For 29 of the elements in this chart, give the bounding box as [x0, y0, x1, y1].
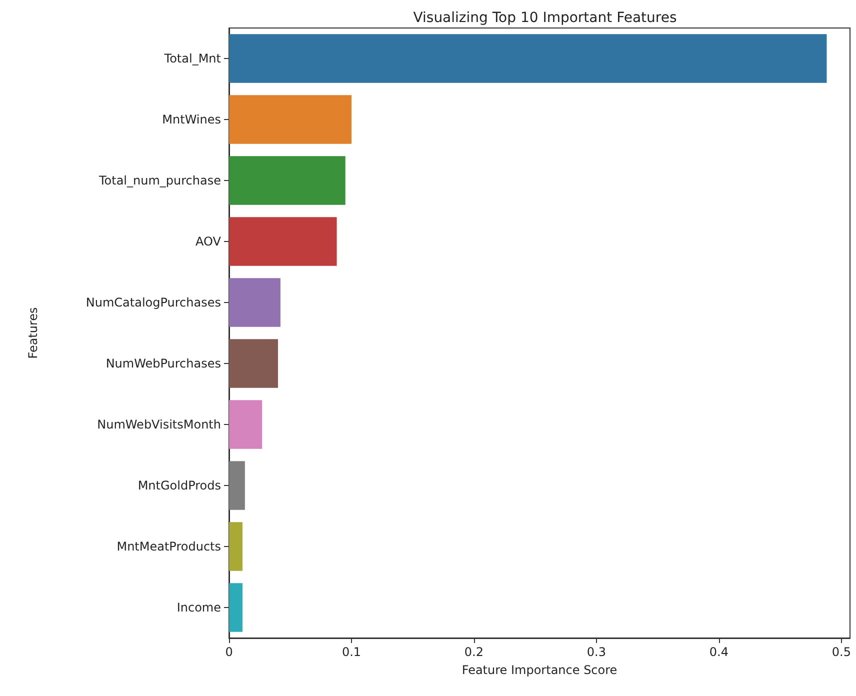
bar [229, 522, 242, 571]
x-tick-label: 0.5 [832, 645, 851, 659]
y-tick-label: MntGoldProds [138, 478, 221, 492]
x-tick-label: 0.4 [709, 645, 728, 659]
bar [229, 278, 280, 327]
x-tick-label: 0 [225, 645, 233, 659]
y-tick-label: MntMeatProducts [116, 540, 221, 554]
y-tick-label: Total_Mnt [163, 52, 222, 66]
y-tick-label: NumWebVisitsMonth [97, 418, 221, 432]
chart-title: Visualizing Top 10 Important Features [413, 10, 677, 26]
x-tick-label: 0.2 [464, 645, 484, 659]
x-tick-label: 0.3 [586, 645, 606, 659]
y-tick-label: NumWebPurchases [106, 356, 221, 370]
bar [229, 583, 242, 632]
bar [229, 95, 352, 144]
bar [229, 400, 262, 449]
bar [229, 217, 337, 266]
y-tick-label: Total_num_purchase [98, 174, 221, 188]
x-axis-title: Feature Importance Score [462, 663, 618, 677]
y-axis-title: Features [26, 307, 40, 359]
x-tick-label: 0.1 [342, 645, 362, 659]
y-tick-label: AOV [196, 234, 222, 248]
bar [229, 156, 346, 205]
y-tick-label: Income [176, 600, 221, 614]
bar [229, 34, 827, 83]
bar [229, 461, 245, 510]
y-tick-label: MntWines [162, 112, 221, 126]
y-tick-label: NumCatalogPurchases [86, 296, 221, 310]
bar [229, 339, 278, 388]
